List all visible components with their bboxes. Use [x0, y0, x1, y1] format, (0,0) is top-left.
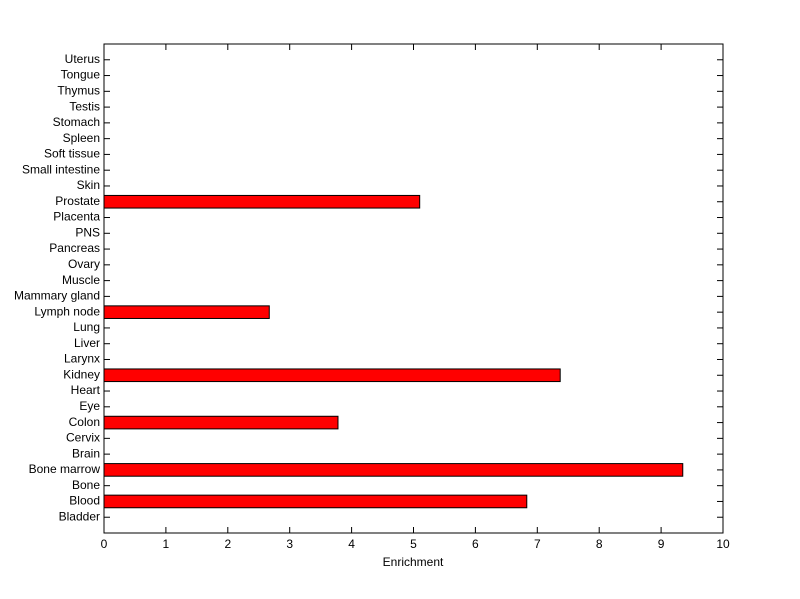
- y-tick-label: Ovary: [68, 257, 100, 271]
- x-tick-label: 10: [716, 537, 730, 551]
- bar: [103, 305, 270, 319]
- y-tick-label: Colon: [69, 415, 100, 429]
- bar: [103, 494, 528, 509]
- y-tick-label: Mammary gland: [14, 289, 100, 303]
- y-tick-label: Lymph node: [34, 304, 100, 318]
- y-tick-label: Liver: [74, 336, 100, 350]
- bar: [103, 415, 339, 430]
- x-tick-label: 8: [596, 537, 603, 551]
- x-tick-label: 4: [348, 537, 355, 551]
- plot-area: [103, 43, 724, 534]
- x-tick-label: 7: [534, 537, 541, 551]
- y-tick-label: Prostate: [55, 194, 100, 208]
- y-tick-label: Kidney: [63, 367, 100, 381]
- bar: [103, 194, 421, 209]
- y-tick-label: PNS: [75, 225, 100, 239]
- y-tick-label: Thymus: [57, 83, 100, 97]
- y-tick-label: Blood: [69, 494, 100, 508]
- y-tick-label: Spleen: [63, 131, 100, 145]
- x-tick-label: 5: [410, 537, 417, 551]
- y-tick-label: Muscle: [62, 273, 100, 287]
- y-tick-label: Bladder: [59, 509, 100, 523]
- bar: [103, 368, 561, 383]
- x-tick-label: 6: [472, 537, 479, 551]
- x-tick-label: 1: [163, 537, 170, 551]
- y-tick-label: Testis: [69, 99, 100, 113]
- y-tick-label: Eye: [79, 399, 100, 413]
- x-tick-label: 0: [101, 537, 108, 551]
- y-tick-label: Lung: [73, 320, 100, 334]
- y-tick-label: Bone: [72, 478, 100, 492]
- x-axis-label: Enrichment: [383, 555, 444, 569]
- y-tick-label: Tongue: [61, 68, 101, 82]
- y-tick-label: Placenta: [53, 210, 100, 224]
- y-tick-label: Heart: [71, 383, 101, 397]
- x-tick-label: 9: [658, 537, 665, 551]
- y-tick-label: Cervix: [66, 431, 100, 445]
- y-tick-label: Uterus: [65, 52, 100, 66]
- y-tick-label: Small intestine: [22, 162, 100, 176]
- y-tick-label: Soft tissue: [44, 147, 100, 161]
- y-tick-label: Brain: [72, 446, 100, 460]
- y-tick-label: Bone marrow: [29, 462, 101, 476]
- x-tick-label: 2: [224, 537, 231, 551]
- y-tick-label: Stomach: [53, 115, 100, 129]
- x-tick-label: 3: [286, 537, 293, 551]
- y-tick-label: Pancreas: [49, 241, 100, 255]
- y-tick-label: Skin: [77, 178, 100, 192]
- y-tick-label: Larynx: [64, 352, 100, 366]
- bar: [103, 463, 684, 477]
